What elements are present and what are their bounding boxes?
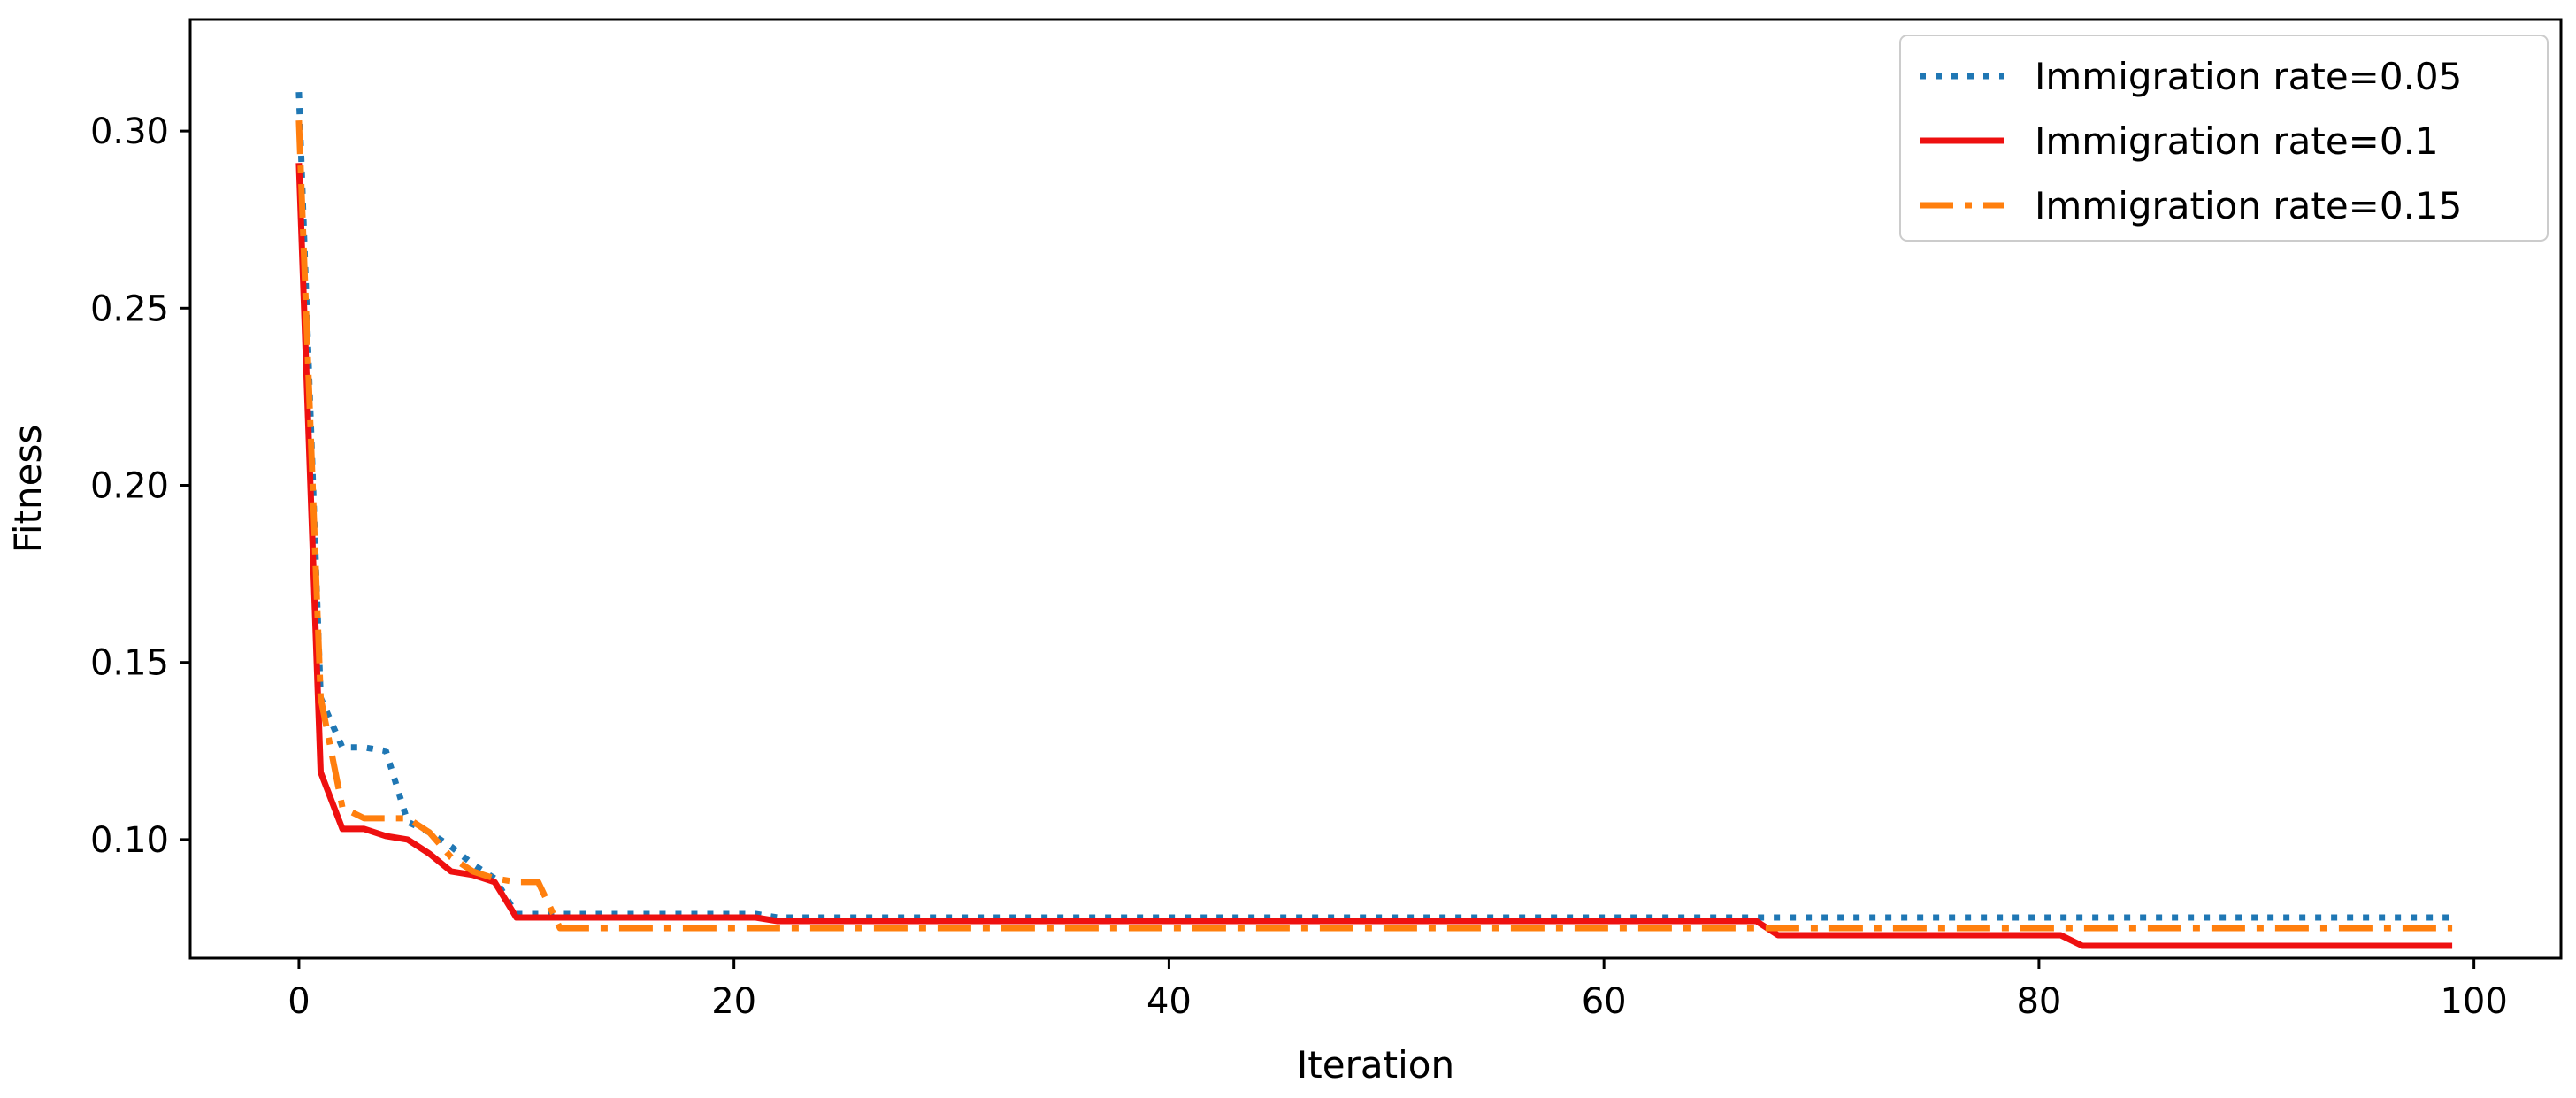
x-tick-label: 100 [2440, 981, 2507, 1022]
y-tick-label: 0.10 [90, 820, 169, 861]
series-line-2 [295, 119, 2453, 932]
y-axis-ticks: 0.10 0.15 0.20 0.25 0.30 [90, 111, 190, 861]
legend-label: Immigration rate=0.05 [2035, 55, 2462, 98]
legend-label: Immigration rate=0.1 [2035, 119, 2439, 163]
x-tick-label: 80 [2016, 981, 2061, 1022]
y-tick-label: 0.20 [90, 465, 169, 506]
series-line-1 [295, 163, 2453, 949]
x-tick-label: 60 [1582, 981, 1627, 1022]
series-line-0 [295, 91, 2453, 921]
legend-label: Immigration rate=0.15 [2035, 184, 2462, 227]
y-tick-label: 0.25 [90, 288, 169, 329]
x-axis-title: Iteration [1297, 1043, 1454, 1086]
x-tick-label: 20 [711, 981, 756, 1022]
x-tick-label: 0 [288, 981, 310, 1022]
plot-lines [295, 91, 2453, 949]
y-tick-label: 0.15 [90, 643, 169, 684]
plot-frame [188, 18, 2563, 960]
legend: Immigration rate=0.05 Immigration rate=0.… [1899, 35, 2549, 242]
legend-box [1899, 35, 2549, 242]
y-axis-title: Fitness [6, 425, 50, 553]
x-tick-label: 40 [1146, 981, 1192, 1022]
y-tick-label: 0.30 [90, 111, 169, 152]
x-axis-ticks: 0 20 40 60 80 100 [288, 958, 2508, 1022]
